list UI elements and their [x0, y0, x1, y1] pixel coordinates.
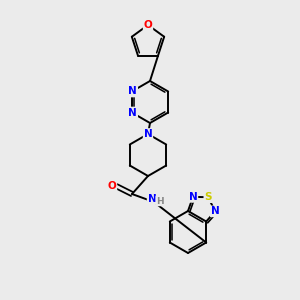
Text: O: O [108, 181, 116, 191]
Text: H: H [156, 196, 164, 206]
Text: N: N [211, 206, 220, 216]
Text: N: N [189, 192, 197, 202]
Text: N: N [128, 86, 137, 97]
Text: N: N [144, 129, 152, 139]
Text: O: O [144, 20, 152, 30]
Text: S: S [204, 192, 212, 202]
Text: N: N [128, 107, 137, 118]
Text: N: N [148, 194, 156, 204]
